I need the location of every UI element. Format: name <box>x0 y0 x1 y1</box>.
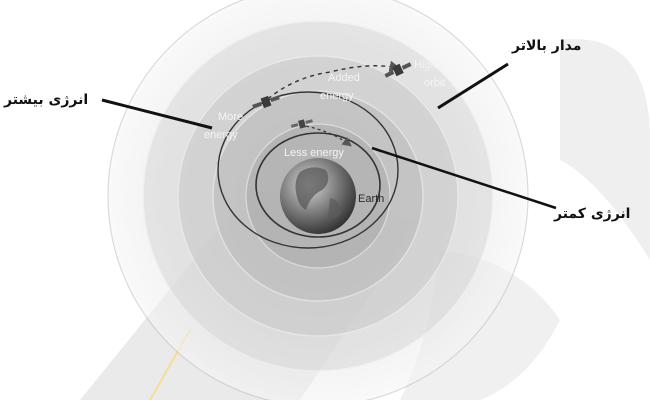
satellite-icon-mid <box>290 119 313 129</box>
pointer-lines <box>101 62 557 210</box>
label-less-energy: Less energy <box>284 147 344 159</box>
low-orbit-path <box>255 132 381 238</box>
less-energy-arrow <box>299 124 352 147</box>
transfer-orbit-path <box>217 91 399 249</box>
pointer-less-energy <box>371 146 557 210</box>
satellite-icon-low <box>252 95 280 109</box>
label-less-energy-fa: انرژی کمتر <box>554 206 631 222</box>
label-added-energy-2: energy <box>320 90 354 102</box>
label-higher-orbit-2: orbit <box>424 77 445 89</box>
earth-globe <box>280 158 356 234</box>
label-added-energy-1: Added <box>328 72 360 84</box>
pointer-more-energy <box>101 98 213 130</box>
label-earth: Earth <box>358 193 384 205</box>
orbit-paths <box>217 60 401 249</box>
satellite-icon-high <box>384 62 412 78</box>
label-higher-orbit-1: Higher <box>414 59 447 71</box>
pointer-higher-orbit <box>437 62 509 110</box>
label-more-energy-fa: انرژی بیشتر <box>4 92 89 108</box>
label-more-energy-2: energy <box>204 129 238 141</box>
label-higher-orbit-fa: مدار بالاتر <box>512 38 582 54</box>
label-more-energy-1: More <box>218 111 243 123</box>
